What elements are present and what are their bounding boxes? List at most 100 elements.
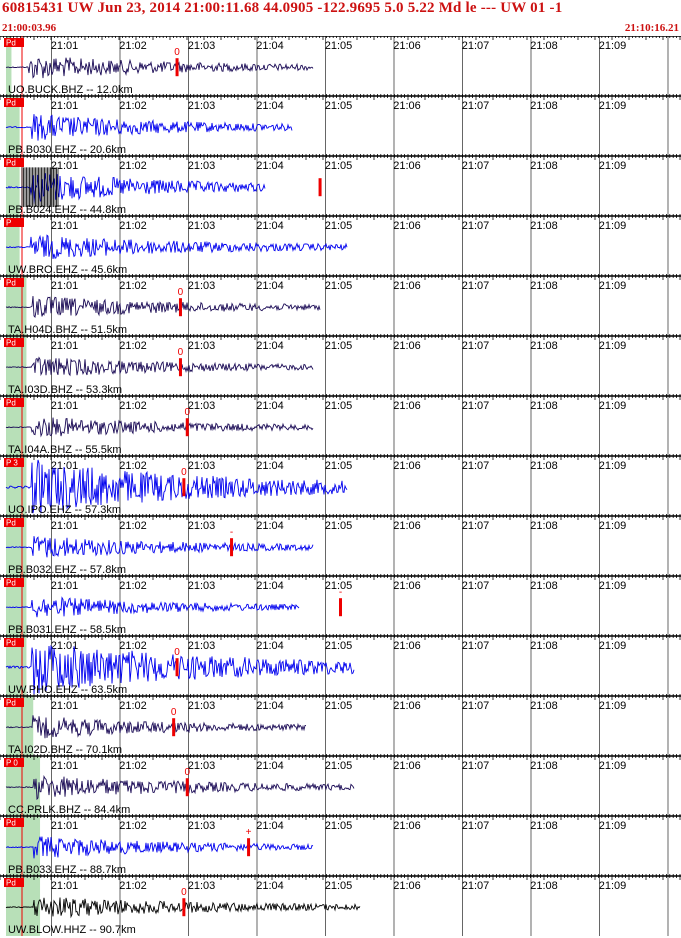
time-tick-label: 21:02: [119, 460, 147, 472]
time-tick-label: 21:06: [393, 400, 421, 412]
time-tick-label: 21:03: [188, 760, 216, 772]
time-tick-label: 21:03: [188, 40, 216, 52]
phase-tag-text: Pd: [6, 819, 16, 828]
time-window-band: [6, 576, 27, 636]
trace-panel: 21:01 21:02 21:03 21:04 21:05 21:06 21:07 21:08…: [0, 334, 681, 396]
time-tick-label: 21:05: [325, 520, 353, 532]
phase-pick-label: 0: [184, 407, 190, 418]
time-tick-marks: [0, 514, 681, 520]
phase-pick-marker: [182, 898, 186, 917]
time-tick-label: 21:06: [393, 760, 421, 772]
time-tick-label: 21:04: [256, 220, 284, 232]
phase-tag-text: Pd: [6, 579, 16, 588]
time-tick-label: 21:04: [256, 820, 284, 832]
trace-panel: 21:01 21:02 21:03 21:04 21:05 21:06 21:07 21:08…: [0, 454, 681, 516]
time-tick-label: 21:06: [393, 100, 421, 112]
time-tick-label: 21:05: [325, 220, 353, 232]
phase-pick-marker: [230, 538, 234, 557]
phase-pick-label: 0: [174, 47, 180, 58]
time-tick-label: 21:09: [599, 460, 627, 472]
time-tick-label: 21:05: [325, 460, 353, 472]
time-tick-label: 21:05: [325, 580, 353, 592]
time-tick-label: 21:04: [256, 760, 284, 772]
time-tick-label: 21:04: [256, 100, 284, 112]
time-tick-label: 21:05: [325, 40, 353, 52]
time-tick-label: 21:04: [256, 640, 284, 652]
waveform-trace: [6, 596, 300, 618]
time-tick-label: 21:05: [325, 760, 353, 772]
phase-pick-marker: [339, 598, 342, 617]
time-tick-label: 21:02: [119, 520, 147, 532]
trace-panel: 21:01 21:02 21:03 21:04 21:05 21:06 21:07 21:08…: [0, 634, 681, 696]
time-tick-label: 21:05: [325, 280, 353, 292]
phase-pick-label: 0: [181, 467, 187, 478]
time-tick-label: 21:04: [256, 700, 284, 712]
time-window-band: [6, 336, 27, 396]
time-window-band: [6, 516, 27, 576]
time-tick-label: 21:08: [530, 700, 558, 712]
time-tick-label: 21:04: [256, 40, 284, 52]
phase-tag-box: [4, 758, 24, 767]
time-tick-marks: [0, 394, 681, 400]
time-tick-label: 21:01: [51, 280, 79, 292]
phase-tag-text: Pd: [6, 339, 16, 348]
station-label: UW.BRO.EHZ -- 45.6km: [8, 264, 127, 276]
phase-pick-label: -: [230, 527, 233, 538]
waveform-trace: [5, 836, 314, 859]
time-tick-label: 21:07: [462, 280, 490, 292]
trace-panel: 21:01 21:02 21:03 21:04 21:05 21:06 21:07 21:08…: [0, 274, 681, 336]
phase-pick-marker: [185, 418, 189, 437]
waveform-trace: [5, 417, 314, 438]
time-tick-label: 21:08: [530, 100, 558, 112]
time-window-band: [6, 156, 20, 216]
time-tick-label: 21:03: [188, 460, 216, 472]
time-tick-label: 21:02: [119, 760, 147, 772]
time-tick-label: 21:08: [530, 460, 558, 472]
phase-pick-label: 0: [184, 767, 190, 778]
waveform-trace: [5, 459, 348, 514]
time-tick-label: 21:03: [188, 520, 216, 532]
time-tick-label: 21:02: [119, 100, 147, 112]
time-tick-marks: [0, 874, 681, 880]
phase-tag-box: [4, 698, 24, 707]
trace-panel: 21:01 21:02 21:03 21:04 21:05 21:06 21:07 21:08…: [0, 214, 681, 276]
time-tick-marks: [0, 214, 681, 220]
time-tick-label: 21:09: [599, 280, 627, 292]
time-tick-label: 21:03: [188, 100, 216, 112]
phase-pick-marker: [175, 658, 179, 677]
phase-tag-box: [4, 638, 24, 647]
time-tick-label: 21:09: [599, 520, 627, 532]
time-tick-label: 21:09: [599, 220, 627, 232]
phase-pick-marker: [182, 478, 186, 497]
time-tick-label: 21:09: [599, 100, 627, 112]
phase-tag-text: Pd: [6, 879, 16, 888]
time-tick-label: 21:08: [530, 160, 558, 172]
time-tick-marks: [0, 574, 681, 580]
time-tick-label: 21:02: [119, 580, 147, 592]
phase-pick-label: +: [246, 827, 252, 838]
time-tick-label: 21:01: [51, 880, 79, 892]
time-tick-label: 21:09: [599, 160, 627, 172]
time-tick-label: 21:06: [393, 340, 421, 352]
time-tick-label: 21:02: [119, 160, 147, 172]
time-window-band: [6, 96, 20, 156]
time-tick-label: 21:01: [51, 340, 79, 352]
time-tick-label: 21:07: [462, 520, 490, 532]
time-tick-label: 21:03: [188, 400, 216, 412]
time-tick-label: 21:02: [119, 220, 147, 232]
time-tick-label: 21:07: [462, 160, 490, 172]
time-tick-label: 21:09: [599, 820, 627, 832]
time-tick-label: 21:06: [393, 640, 421, 652]
event-header-title: 60815431 UW Jun 23, 2014 21:00:11.68 44.…: [2, 0, 563, 16]
window-end-time: 21:10:16.21: [624, 22, 679, 34]
phase-tag-box: [4, 518, 24, 527]
time-tick-label: 21:04: [256, 340, 284, 352]
time-tick-label: 21:01: [51, 640, 79, 652]
time-tick-label: 21:04: [256, 400, 284, 412]
station-label: PB.B030.EHZ -- 20.6km: [8, 144, 126, 156]
time-tick-label: 21:02: [119, 640, 147, 652]
station-label: UO.IPO.EHZ -- 57.3km: [8, 504, 121, 516]
time-tick-label: 21:04: [256, 580, 284, 592]
seismogram-plot: 21:01 21:02 21:03 21:04 21:05 21:06 21:07 21:08…: [0, 36, 681, 936]
time-tick-label: 21:03: [188, 580, 216, 592]
